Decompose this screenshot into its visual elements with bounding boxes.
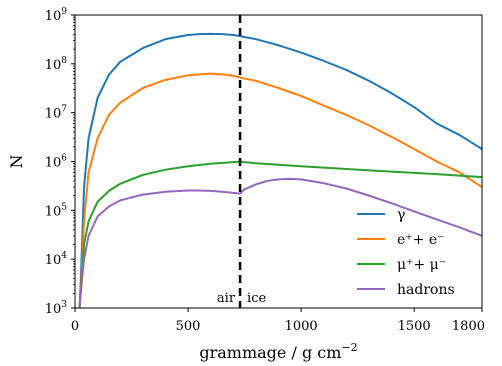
x-tick-label-4: 1800 (452, 319, 485, 334)
series-line-1 (78, 72, 482, 308)
y-tick-label-1: 104 (45, 251, 68, 268)
legend-label-2: μ⁺+ μ⁻ (397, 257, 446, 273)
x-axis-title: grammage / g cm−2 (199, 341, 357, 362)
legend-label-3: hadrons (397, 282, 455, 298)
y-tick-label-4: 107 (45, 105, 68, 122)
y-tick-label-2: 105 (45, 202, 68, 219)
series-line-3 (78, 177, 482, 308)
x-axis-title-text: grammage / g cm (199, 343, 341, 362)
y-axis: 103 104 105 106 107 108 109 (45, 7, 75, 317)
x-axis-title-exponent: −2 (341, 341, 357, 354)
y-tick-label-5: 108 (45, 56, 68, 73)
legend: γ e⁺+ e⁻ μ⁺+ μ⁻ hadrons (357, 207, 455, 298)
plot-lines (78, 32, 482, 308)
x-axis: 0 500 1000 1500 1800 (71, 308, 485, 334)
series-line-2 (78, 160, 482, 308)
air-label: air (217, 291, 236, 306)
x-tick-label-0: 0 (71, 319, 79, 334)
y-tick-label-6: 109 (45, 7, 68, 24)
series-line-0 (78, 32, 482, 308)
x-tick-label-1: 500 (176, 319, 201, 334)
legend-label-1: e⁺+ e⁻ (397, 232, 445, 248)
y-tick-label-0: 103 (45, 300, 68, 317)
legend-label-0: γ (397, 207, 405, 223)
x-tick-label-3: 1500 (398, 319, 431, 334)
y-tick-label-3: 106 (45, 154, 68, 171)
x-tick-label-2: 1000 (285, 319, 318, 334)
ice-label: ice (247, 291, 266, 306)
y-axis-title: N (7, 155, 26, 169)
